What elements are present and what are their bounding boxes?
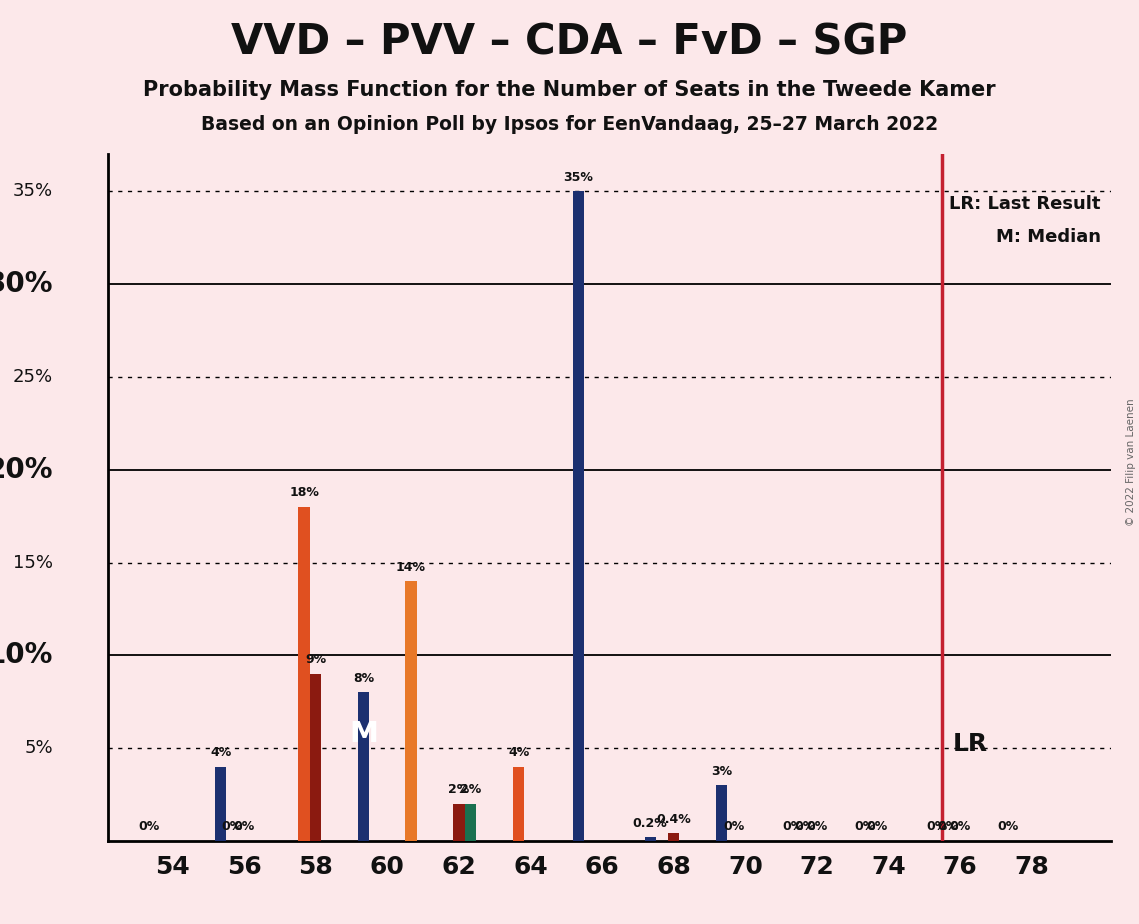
Text: 0%: 0% [950,821,970,833]
Text: 0%: 0% [723,821,744,833]
Bar [310,674,321,841]
Text: 20%: 20% [0,456,54,484]
Text: 0%: 0% [139,821,159,833]
Text: VVD – PVV – CDA – FvD – SGP: VVD – PVV – CDA – FvD – SGP [231,21,908,63]
Text: 3%: 3% [711,765,732,778]
Bar [716,785,728,841]
Text: 5%: 5% [24,739,54,757]
Text: 10%: 10% [0,641,54,669]
Bar [405,581,417,841]
Text: 0%: 0% [854,821,876,833]
Bar [358,692,369,841]
Text: 35%: 35% [564,171,593,184]
Text: 35%: 35% [13,182,54,201]
Text: 25%: 25% [13,368,54,386]
Text: 0%: 0% [926,821,948,833]
Text: 4%: 4% [508,747,530,760]
Text: 4%: 4% [210,747,231,760]
Text: 2%: 2% [449,784,469,796]
Text: LR: LR [953,733,989,757]
Text: M: Median: M: Median [995,228,1100,246]
Text: 0%: 0% [222,821,243,833]
Bar [453,804,465,841]
Text: 0.4%: 0.4% [656,813,691,826]
Bar [215,767,227,841]
Bar [465,804,476,841]
Bar [645,837,656,841]
Text: 2%: 2% [460,784,482,796]
Text: 9%: 9% [305,653,327,666]
Text: 0%: 0% [937,821,959,833]
Text: Probability Mass Function for the Number of Seats in the Tweede Kamer: Probability Mass Function for the Number… [144,80,995,101]
Text: 0%: 0% [806,821,828,833]
Bar [669,833,679,841]
Bar [514,767,524,841]
Text: Based on an Opinion Poll by Ipsos for EenVandaag, 25–27 March 2022: Based on an Opinion Poll by Ipsos for Ee… [200,115,939,134]
Text: 0.2%: 0.2% [633,817,667,830]
Text: 14%: 14% [396,561,426,574]
Text: 8%: 8% [353,672,375,685]
Text: M: M [350,720,378,748]
Text: LR: Last Result: LR: Last Result [949,196,1100,213]
Text: 0%: 0% [998,821,1018,833]
Text: © 2022 Filip van Laenen: © 2022 Filip van Laenen [1125,398,1136,526]
Bar [298,507,310,841]
Text: 0%: 0% [233,821,255,833]
Text: 0%: 0% [782,821,804,833]
Text: 0%: 0% [866,821,887,833]
Text: 15%: 15% [13,553,54,572]
Bar [573,191,584,841]
Text: 0%: 0% [795,821,816,833]
Text: 18%: 18% [289,486,319,500]
Text: 30%: 30% [0,270,54,298]
